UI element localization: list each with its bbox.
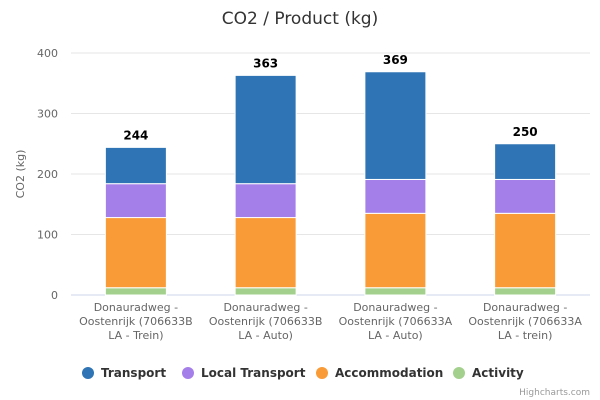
legend-marker-icon: [316, 367, 328, 379]
legend-item-accommodation[interactable]: Accommodation: [316, 366, 443, 380]
legend-label: Transport: [101, 366, 166, 380]
bar-segment-local-transport[interactable]: [364, 178, 427, 214]
bar-segment-activity[interactable]: [234, 287, 297, 296]
y-axis-title: CO2 (kg): [14, 150, 27, 199]
bar-segment-transport[interactable]: [364, 71, 427, 180]
y-tick-label: 100: [37, 229, 58, 242]
bar-total-label: 363: [253, 56, 278, 70]
bar-segment-activity[interactable]: [104, 287, 167, 296]
y-tick-label: 0: [51, 289, 58, 302]
chart-title: CO2 / Product (kg): [222, 9, 378, 29]
total-labels: 244 363 369 250: [123, 53, 537, 143]
credits-link[interactable]: Highcharts.com: [519, 388, 590, 398]
legend-item-local-transport[interactable]: Local Transport: [182, 366, 306, 380]
y-axis-ticks: 0 100 200 300 400: [37, 47, 58, 302]
bar-segment-accommodation[interactable]: [234, 217, 297, 289]
legend-label: Accommodation: [335, 366, 443, 380]
bar-segment-accommodation[interactable]: [494, 212, 557, 289]
bar-segment-transport[interactable]: [104, 146, 167, 185]
legend-label: Activity: [472, 366, 524, 380]
legend-item-activity[interactable]: Activity: [453, 366, 524, 380]
bar-total-label: 369: [383, 53, 408, 67]
y-tick-label: 200: [37, 168, 58, 181]
bar-segment-activity[interactable]: [494, 287, 557, 296]
legend-marker-icon: [82, 367, 94, 379]
bar-segment-local-transport[interactable]: [104, 183, 167, 219]
bar-segment-accommodation[interactable]: [364, 212, 427, 289]
bar-segment-local-transport[interactable]: [234, 183, 297, 219]
bar-segment-accommodation[interactable]: [104, 217, 167, 289]
x-axis-ticks: Donauradweg -Oostenrijk (706633B LA - Tre…: [79, 301, 582, 342]
x-tick-label: Donauradweg -Oostenrijk (706633B LA - Tre…: [79, 301, 193, 342]
bar-total-label: 250: [513, 125, 538, 139]
bar-segment-activity[interactable]: [364, 287, 427, 296]
legend-label: Local Transport: [201, 366, 306, 380]
bar-segment-local-transport[interactable]: [494, 178, 557, 214]
bar-segment-transport[interactable]: [234, 74, 297, 185]
legend-marker-icon: [182, 367, 194, 379]
y-tick-label: 400: [37, 47, 58, 60]
legend-item-transport[interactable]: Transport: [82, 366, 166, 380]
legend-marker-icon: [453, 367, 465, 379]
bars[interactable]: [104, 71, 557, 296]
x-tick-label: Donauradweg -Oostenrijk (706633B LA - Aut…: [209, 301, 323, 342]
bar-segment-transport[interactable]: [494, 143, 557, 180]
bar-total-label: 244: [123, 128, 148, 142]
x-tick-label: Donauradweg -Oostenrijk (706633A LA - tre…: [468, 301, 582, 342]
y-tick-label: 300: [37, 108, 58, 121]
legend[interactable]: Transport Local Transport Accommodation Act…: [82, 366, 524, 380]
x-tick-label: Donauradweg -Oostenrijk (706633A LA - Aut…: [339, 301, 453, 342]
